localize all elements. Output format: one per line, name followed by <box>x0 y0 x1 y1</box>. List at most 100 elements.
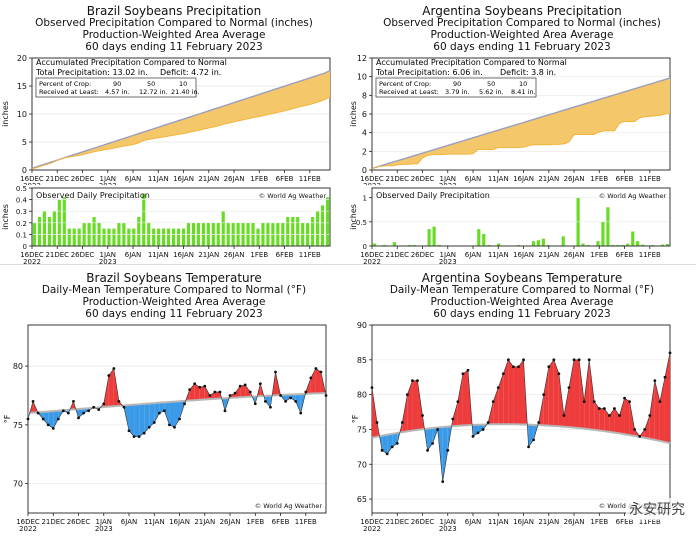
x-tick-label: 6JAN <box>121 518 137 526</box>
daily-precip-bar <box>487 245 491 246</box>
temp-point <box>67 411 70 415</box>
temp-point <box>653 379 657 383</box>
y-tick-label: 2 <box>362 147 367 156</box>
temp-point <box>405 393 409 397</box>
daily-precip-bar <box>382 245 387 246</box>
daily-precip-bar <box>72 228 76 246</box>
observed-temp-line <box>27 367 327 437</box>
plot-frame <box>31 57 331 171</box>
x-tick-label: 21DEC <box>41 518 65 526</box>
daily-precip-bar <box>601 221 605 246</box>
below-normal-area <box>48 411 54 429</box>
below-normal-area <box>154 402 160 423</box>
brazil-precip-subtitle-2: Production-Weighted Area Average <box>82 29 266 41</box>
y-tick-label: 4 <box>362 129 367 138</box>
above-normal-area <box>568 359 575 428</box>
temp-point <box>491 400 495 403</box>
daily-precip-bar <box>256 228 260 246</box>
x-tick-year-label: 2023 <box>439 525 457 533</box>
x-tick-label: 1FEB <box>590 251 608 259</box>
x-tick-label: 1FEB <box>590 175 608 183</box>
temp-point <box>61 409 65 413</box>
temp-point <box>36 411 40 415</box>
above-normal-area <box>462 370 468 426</box>
x-tick-label: 11FEB <box>639 251 661 259</box>
daily-precip-bar <box>67 228 71 246</box>
x-tick-label: 26DEC <box>411 251 435 259</box>
argentina-precip-subtitle-2: Production-Weighted Area Average <box>430 29 614 41</box>
plot-frame <box>31 187 331 247</box>
temp-point <box>436 428 440 431</box>
x-tick-label: 1JAN <box>440 251 456 259</box>
normal-accum-line <box>31 70 331 170</box>
brazil-legend-pct: 10 <box>179 80 187 88</box>
x-tick-label: 1FEB <box>250 175 268 183</box>
temp-point <box>213 390 217 394</box>
temp-point <box>26 417 30 421</box>
x-tick-label: 21JAN <box>198 251 219 259</box>
daily-precip-bar <box>665 244 670 246</box>
argentina-temp-titles: Argentina Soybeans Temperature Daily-Mea… <box>348 272 696 320</box>
temp-point <box>233 391 237 395</box>
brazil-legend-pct: 90 <box>113 80 121 88</box>
daily-precip-bar <box>372 243 377 246</box>
daily-precip-bar <box>62 197 66 246</box>
temp-point <box>112 367 116 370</box>
above-normal-area <box>584 359 590 430</box>
daily-precip-title: Observed Daily Precipitation <box>36 191 150 200</box>
daily-precip-bar <box>631 231 635 246</box>
temp-point <box>319 370 323 374</box>
daily-precip-bar <box>660 244 665 246</box>
daily-precip-bar <box>392 242 396 246</box>
temp-point <box>380 448 384 452</box>
temp-point <box>97 408 101 411</box>
x-tick-label: 21DEC <box>45 175 69 183</box>
x-tick-label: 16JAN <box>169 518 190 526</box>
above-normal-area <box>574 359 580 429</box>
argentina-legend-received-label: Received at Least: <box>379 88 439 96</box>
y-tick-label: 8 <box>362 91 367 100</box>
x-tick-label: 26JAN <box>224 175 245 183</box>
above-normal-area <box>372 387 378 438</box>
x-tick-label: 21DEC <box>45 251 69 259</box>
daily-precip-bar <box>162 228 166 246</box>
above-normal-area <box>659 377 665 443</box>
credit-label: © World Ag Weather <box>255 502 323 510</box>
daily-precip-bar <box>127 228 131 246</box>
daily-precip-bar <box>596 241 600 246</box>
x-tick-label: 6JAN <box>465 518 481 526</box>
temp-point <box>461 372 465 376</box>
temp-point <box>258 382 262 386</box>
temp-point <box>223 409 227 413</box>
daily-precip-bar <box>651 245 655 246</box>
temp-point <box>587 358 591 362</box>
daily-precip-bar <box>586 245 590 246</box>
temp-point <box>451 417 455 421</box>
temp-point <box>41 417 45 421</box>
temp-point <box>385 452 389 456</box>
temp-point <box>623 396 626 400</box>
temp-point <box>633 428 637 431</box>
y-tick-label: 70 <box>13 480 23 489</box>
y-tick-label: 85 <box>357 356 367 365</box>
temp-point <box>572 358 576 362</box>
above-normal-area <box>579 359 585 429</box>
observed-accum-line <box>31 96 331 170</box>
above-normal-area <box>457 373 463 426</box>
above-normal-area <box>493 387 499 425</box>
temp-point <box>582 400 586 403</box>
temp-point <box>178 417 181 421</box>
temp-point <box>173 425 176 429</box>
temp-point <box>607 414 611 417</box>
x-tick-year-label: 2023 <box>95 525 113 533</box>
brazil-legend-pct: 50 <box>147 80 155 88</box>
temp-point <box>188 388 192 392</box>
argentina-precip-title: Argentina Soybeans Precipitation <box>422 4 622 18</box>
temp-point <box>304 390 308 394</box>
below-normal-area <box>78 408 84 418</box>
x-tick-label: 16DEC <box>360 251 384 259</box>
temp-point <box>628 400 631 403</box>
x-tick-label: 26DEC <box>411 518 435 526</box>
